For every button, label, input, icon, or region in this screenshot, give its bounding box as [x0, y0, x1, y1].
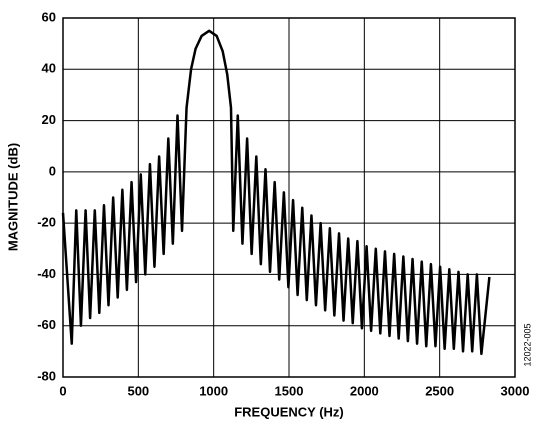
- x-tick-label: 2500: [425, 383, 454, 398]
- y-tick-label: 60: [42, 9, 56, 24]
- data-line: [61, 29, 491, 356]
- x-tick-label: 500: [127, 383, 149, 398]
- figure-id: 12022-005: [522, 323, 532, 366]
- x-axis-label: FREQUENCY (Hz): [234, 404, 344, 419]
- x-tick-label: 0: [59, 383, 66, 398]
- y-tick-label: 20: [42, 112, 56, 127]
- x-tick-label: 1000: [199, 383, 228, 398]
- x-tick-label: 1500: [275, 383, 304, 398]
- y-tick-label: -60: [37, 317, 56, 332]
- y-tick-label: 0: [49, 163, 56, 178]
- y-tick-label: 40: [42, 61, 56, 76]
- x-tick-label: 3000: [501, 383, 530, 398]
- y-tick-label: -80: [37, 368, 56, 383]
- y-tick-label: -20: [37, 215, 56, 230]
- x-tick-label: 2000: [350, 383, 379, 398]
- y-tick-label: -40: [37, 266, 56, 281]
- y-axis-label: MAGNITUDE (dB): [5, 143, 20, 251]
